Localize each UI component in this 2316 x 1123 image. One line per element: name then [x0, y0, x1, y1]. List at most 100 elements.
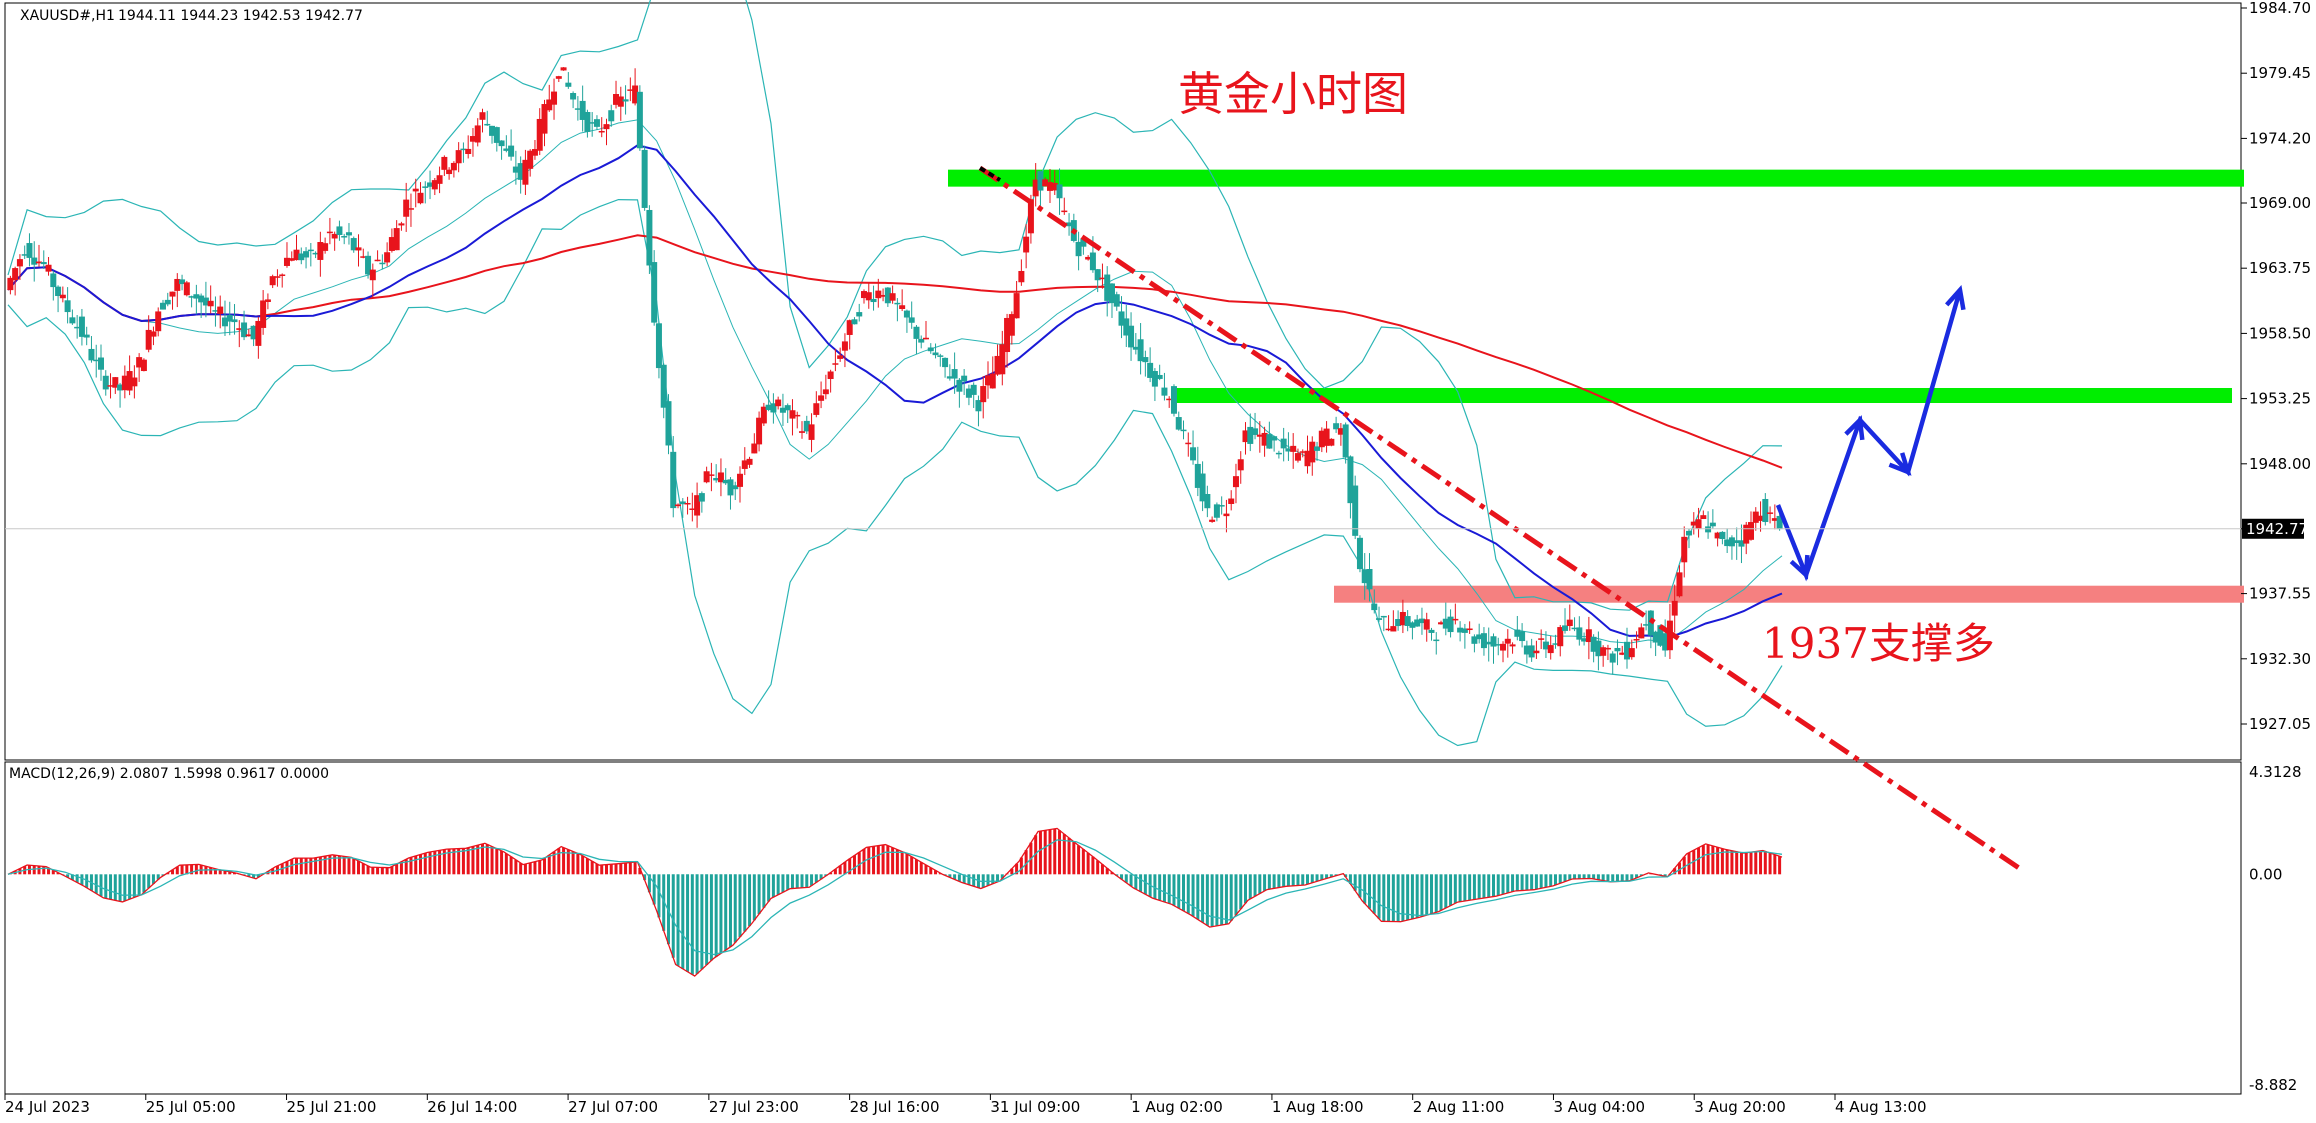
- candle-body-47: [231, 319, 238, 323]
- candle-body-110: [531, 149, 538, 156]
- candle-body-304: [1457, 627, 1464, 633]
- candle-body-208: [999, 344, 1006, 375]
- candle-body-105: [508, 145, 515, 157]
- candle-body-165: [794, 414, 801, 417]
- candle-body-170: [818, 395, 825, 401]
- xtick-label-8: 1 Aug 02:00: [1131, 1098, 1223, 1116]
- candle-body-307: [1471, 636, 1478, 644]
- candle-body-356: [1705, 526, 1712, 533]
- candle-body-284: [1361, 569, 1368, 584]
- zone-resistance-0: [948, 169, 2244, 187]
- candle-body-370: [1771, 518, 1778, 521]
- candle-body-55: [269, 276, 276, 286]
- candle-body-243: [1166, 398, 1173, 401]
- xtick-label-0: 24 Jul 2023: [5, 1098, 90, 1116]
- candle-body-351: [1681, 536, 1688, 563]
- candle-body-224: [1075, 241, 1082, 257]
- candle-body-254: [1218, 505, 1225, 507]
- candle-body-359: [1719, 531, 1726, 540]
- candle-body-192: [922, 337, 929, 340]
- candle-body-203: [975, 400, 982, 412]
- candle-body-119: [574, 108, 581, 110]
- candle-body-132: [636, 91, 643, 149]
- candle-body-5: [31, 257, 38, 265]
- candle-body-353: [1690, 521, 1697, 526]
- candle-body-361: [1728, 537, 1735, 547]
- candle-body-173: [832, 363, 839, 365]
- candle-body-51: [250, 325, 257, 340]
- candle-body-118: [570, 93, 577, 100]
- candle-body-298: [1428, 629, 1435, 633]
- candle-body-297: [1423, 619, 1430, 630]
- candle-body-28: [140, 359, 147, 372]
- candle-body-277: [1328, 438, 1335, 446]
- candle-body-305: [1461, 628, 1468, 633]
- candle-body-283: [1356, 537, 1363, 570]
- candle-body-329: [1576, 627, 1583, 640]
- candle-body-340: [1628, 648, 1635, 658]
- candle-body-108: [522, 159, 529, 185]
- candle-body-207: [994, 355, 1001, 375]
- candle-body-67: [326, 231, 333, 234]
- candle-body-13: [69, 317, 76, 324]
- candle-body-266: [1275, 452, 1282, 455]
- candle-body-172: [827, 371, 834, 380]
- bollinger-bands: [7, 0, 1783, 747]
- candle-body-352: [1686, 530, 1693, 536]
- candle-body-87: [422, 186, 429, 188]
- candle-body-161: [775, 399, 782, 407]
- candle-body-221: [1061, 210, 1068, 213]
- support-annotation: 1937支撑多: [1762, 619, 1995, 668]
- candle-body-357: [1709, 522, 1716, 527]
- candle-body-68: [331, 233, 338, 239]
- candle-body-140: [675, 504, 682, 507]
- candle-body-281: [1347, 456, 1354, 504]
- candle-body-275: [1318, 430, 1325, 448]
- candle-body-162: [779, 407, 786, 413]
- candle-body-308: [1476, 634, 1483, 640]
- candle-body-350: [1676, 572, 1683, 597]
- candle-body-246: [1180, 429, 1187, 432]
- candle-body-50: [245, 334, 252, 337]
- candle-body-362: [1733, 540, 1740, 543]
- candle-body-150: [722, 479, 729, 484]
- candle-body-204: [980, 386, 987, 403]
- candle-body-155: [746, 458, 753, 465]
- candle-body-358: [1714, 532, 1721, 539]
- candle-body-31: [155, 311, 162, 332]
- candle-body-46: [226, 314, 233, 322]
- candle-body-149: [717, 472, 724, 483]
- candle-body-83: [403, 199, 410, 217]
- candle-body-9: [50, 273, 57, 288]
- candle-body-49: [241, 322, 248, 338]
- candle-body-114: [551, 91, 558, 105]
- candle-body-152: [732, 485, 739, 490]
- candle-body-320: [1533, 650, 1540, 654]
- candle-body-255: [1223, 513, 1230, 517]
- candle-body-344: [1647, 610, 1654, 636]
- candle-body-211: [1013, 293, 1020, 319]
- macd-signal-line: [7, 839, 1783, 956]
- candle-body-10: [55, 286, 62, 297]
- candle-body-323: [1547, 645, 1554, 654]
- candle-body-199: [956, 379, 963, 392]
- candle-body-136: [655, 323, 662, 369]
- candle-body-269: [1290, 445, 1297, 452]
- candle-body-153: [737, 473, 744, 487]
- candle-body-53: [260, 300, 267, 328]
- ytick-label-6: 1953.25: [2249, 390, 2311, 408]
- xtick-label-1: 25 Jul 05:00: [146, 1098, 236, 1116]
- candle-body-347: [1662, 633, 1669, 651]
- candle-body-241: [1156, 374, 1163, 379]
- candle-body-36: [179, 279, 186, 285]
- xtick-label-2: 25 Jul 21:00: [287, 1098, 377, 1116]
- candle-body-109: [527, 150, 534, 169]
- candle-body-128: [617, 96, 624, 107]
- candle-body-355: [1700, 515, 1707, 519]
- candle-body-167: [803, 420, 810, 432]
- descending-trendline: [978, 165, 2024, 873]
- candle-body-233: [1118, 311, 1125, 326]
- candle-body-23: [117, 384, 124, 391]
- candle-body-287: [1376, 618, 1383, 620]
- candle-body-91: [441, 156, 448, 170]
